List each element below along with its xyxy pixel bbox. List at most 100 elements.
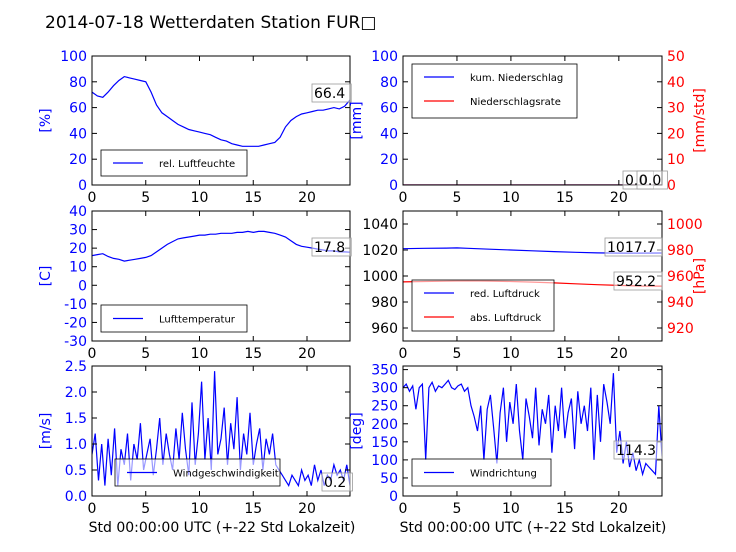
legend-box (411, 279, 555, 332)
y-tick-label: 60 (69, 101, 87, 117)
y2-tick-label: 960 (667, 269, 694, 285)
value-annotation: 66.4 (314, 86, 345, 102)
x-tick-label: 0 (88, 190, 97, 206)
y2-tick-label: 30 (667, 101, 685, 117)
y-tick-label: 980 (371, 295, 398, 311)
y-tick-label: 20 (69, 241, 87, 257)
y-tick-label: 100 (371, 49, 398, 65)
figure-title: 2014-07-18 Wetterdaten Station FUR□ (45, 13, 376, 33)
legend-entry: Windgeschwindigkeit (173, 469, 279, 480)
y-tick-label: 250 (371, 399, 398, 415)
x-tick-label: 5 (452, 190, 461, 206)
value-annotation: 952.2 (616, 274, 656, 290)
plot-frame (402, 55, 663, 186)
y2-tick-label: 10 (667, 152, 685, 168)
y-tick-label: 960 (371, 321, 398, 337)
x-tick-label: 20 (610, 501, 628, 517)
legend-entry: kum. Niederschlag (470, 73, 563, 84)
y-tick-label: 0 (389, 489, 398, 505)
y2-axis-label: [hPa] (692, 258, 708, 294)
value-annotation-box (311, 237, 352, 257)
x-tick-label: 15 (556, 501, 574, 517)
x-tick-label: 15 (244, 501, 262, 517)
series-line-5-1 (92, 371, 350, 488)
y-tick-label: 0 (78, 278, 87, 294)
x-tick-label: 10 (191, 190, 209, 206)
x-tick-label: 20 (298, 190, 316, 206)
x-axis-label-right: Std 00:00:00 UTC (+-22 Std Lokalzeit) (400, 520, 667, 536)
x-tick-label: 0 (399, 190, 408, 206)
y-tick-label: 30 (69, 223, 87, 239)
y2-tick-label: 20 (667, 126, 685, 142)
y2-tick-label: 1000 (667, 217, 703, 233)
y2-tick-label: 980 (667, 243, 694, 259)
legend-entry: Niederschlagsrate (470, 97, 561, 108)
y-tick-label: -10 (64, 297, 87, 313)
panel-4: 0 5 10 15 20 960 980 1000 1020 1040 920 940 960 980 10… (362, 210, 708, 362)
x-tick-label: 15 (244, 346, 262, 362)
legend-entry: abs. Luftdruck (470, 313, 541, 324)
y-tick-label: 40 (69, 126, 87, 142)
panel-1: 0 5 10 15 20 0 20 40 60 80 100 [%] rel. Luftfeuchte 6… (38, 49, 352, 206)
y2-axis-label: [mm/std] (692, 88, 708, 153)
y-tick-label: 10 (69, 260, 87, 276)
x-tick-label: 10 (502, 501, 520, 517)
y-tick-label: 0 (78, 178, 87, 194)
y2-tick-label: 940 (667, 295, 694, 311)
x-tick-label: 0 (88, 501, 97, 517)
y-tick-label: 0.5 (65, 463, 87, 479)
value-annotation-box (636, 170, 668, 190)
y-axis-label: [C] (38, 266, 54, 287)
x-tick-label: 20 (610, 190, 628, 206)
plot-frame (91, 365, 351, 497)
y2-tick-label: 0 (667, 178, 676, 194)
x-tick-label: 5 (452, 346, 461, 362)
plot-frame (402, 365, 663, 497)
x-tick-label: 5 (452, 501, 461, 517)
x-tick-label: 10 (191, 346, 209, 362)
y-tick-label: 40 (380, 126, 398, 142)
y2-tick-label: 40 (667, 75, 685, 91)
value-annotation-box (613, 271, 663, 291)
y-tick-label: 40 (69, 204, 87, 220)
y-tick-label: 100 (371, 453, 398, 469)
x-tick-label: 15 (556, 346, 574, 362)
x-tick-label: 20 (610, 346, 628, 362)
y-axis-label: [%] (38, 108, 54, 132)
legend-entry: Lufttemperatur (159, 315, 236, 326)
panel-6: 0 5 10 15 20050100150200250300350[deg]Windri… (349, 363, 663, 517)
value-annotation-box (604, 237, 663, 257)
series-line-3-1 (92, 230, 350, 262)
y-tick-label: 1020 (362, 243, 398, 259)
x-tick-label: 20 (298, 346, 316, 362)
y-tick-label: 20 (380, 152, 398, 168)
y-tick-label: 2.5 (65, 359, 87, 375)
legend-box (411, 63, 578, 119)
y-tick-label: 1.5 (65, 411, 87, 427)
x-tick-label: 10 (502, 346, 520, 362)
value-annotation: 17.8 (314, 240, 345, 256)
y-axis-label: [mm] (349, 101, 365, 139)
x-tick-label: 5 (141, 190, 150, 206)
y-tick-label: 0.0 (65, 489, 87, 505)
x-tick-label: 0 (88, 346, 97, 362)
y-tick-label: 1040 (362, 217, 398, 233)
y-tick-label: 350 (371, 363, 398, 379)
y-tick-label: 0 (389, 178, 398, 194)
x-tick-label: 15 (556, 190, 574, 206)
y-tick-label: 1.0 (65, 437, 87, 453)
y-tick-label: 100 (60, 49, 87, 65)
panel-2: 0 5 10 15 20 0 20 40 60 80 100 0 10 20 30 40 50 [mm] [mm/s… (349, 49, 708, 206)
series-line-1-1 (92, 75, 350, 147)
x-tick-label: 0 (399, 501, 408, 517)
y-tick-label: 150 (371, 435, 398, 451)
y-tick-label: 20 (69, 152, 87, 168)
plot-frame (91, 210, 351, 342)
y-tick-label: 60 (380, 101, 398, 117)
y-tick-label: 50 (380, 471, 398, 487)
value-annotation: 0.2 (324, 475, 346, 491)
panel-3: 0 5 10 15 20 -30 -20 -10 0 10 20 30 40 [C] Lufttempera… (38, 204, 352, 362)
value-annotation: 1017.7 (607, 240, 656, 256)
